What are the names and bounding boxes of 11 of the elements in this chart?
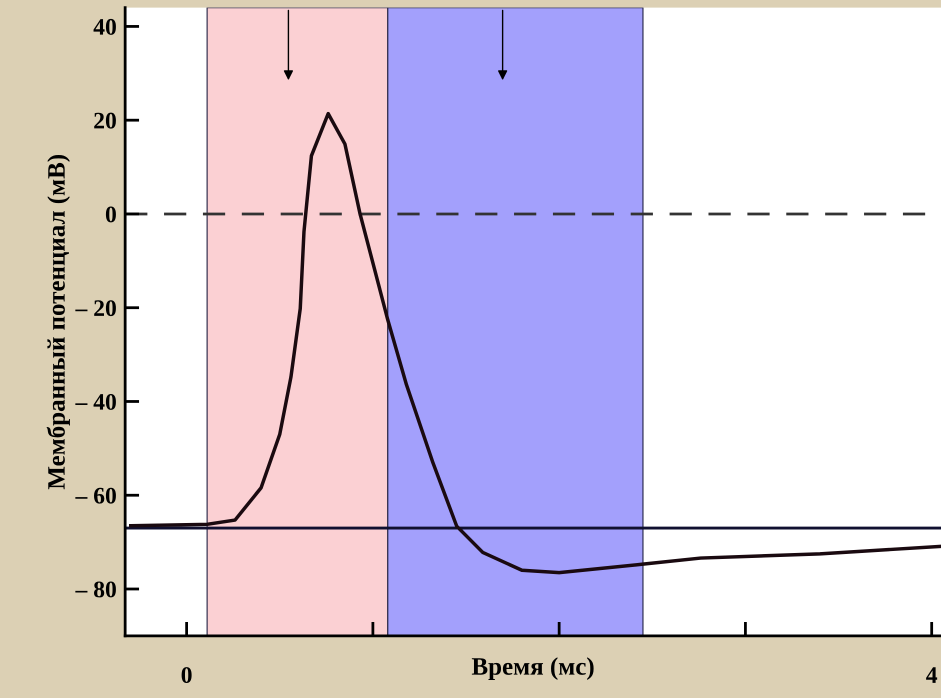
y-tick-label: 40 bbox=[94, 18, 116, 35]
y-tick-label: 20 bbox=[94, 112, 116, 129]
y-axis-title: Мембранный потенциал (мВ) bbox=[46, 155, 70, 490]
y-tick-label: – 60 bbox=[75, 488, 116, 504]
y-tick-label: 0 bbox=[106, 206, 116, 222]
y-tick-label: – 80 bbox=[75, 581, 116, 598]
y-tick-label: – 20 bbox=[75, 300, 116, 316]
line-series bbox=[129, 112, 941, 574]
y-tick-label: – 40 bbox=[75, 394, 116, 410]
x-tick-label: 4 bbox=[926, 667, 938, 683]
x-axis-title: Время (мс) bbox=[472, 657, 594, 680]
